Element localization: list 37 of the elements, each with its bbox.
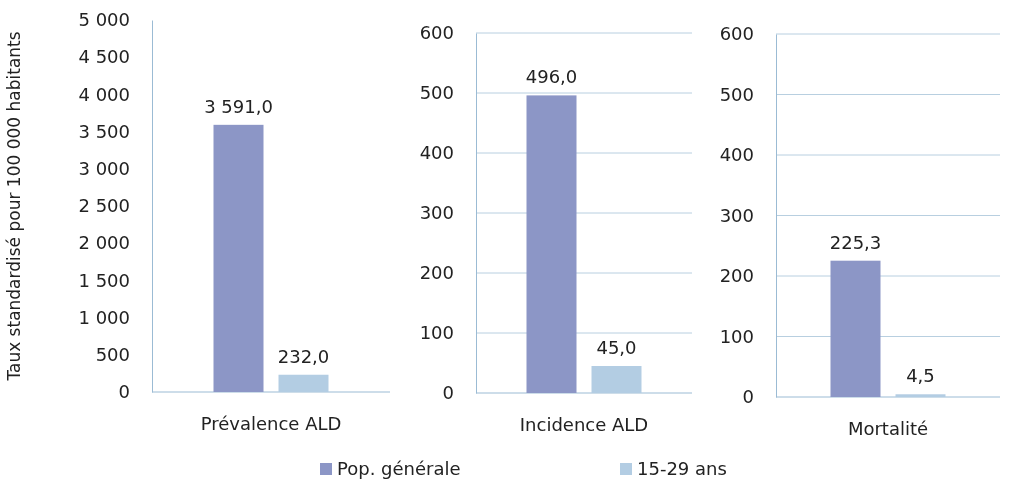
data-label: 496,0 [525, 66, 578, 88]
y-tick-label: 1 500 [78, 269, 130, 291]
y-tick-label: 5 000 [78, 9, 130, 31]
y-tick-label: 500 [95, 344, 130, 366]
y-tick-label: 100 [719, 325, 754, 347]
y-tick-label: 500 [719, 83, 754, 105]
y-tick-label: 2 500 [78, 195, 130, 217]
y-tick-label: 100 [419, 322, 454, 344]
y-tick-label: 0 [742, 386, 754, 408]
y-axis-title: Taux standardisé pour 100 000 habitants [4, 31, 24, 382]
x-tick-label: Prévalence ALD [200, 413, 342, 434]
y-tick-label: 0 [442, 382, 454, 404]
data-label: 232,0 [277, 345, 330, 367]
x-tick-label: Mortalité [847, 418, 929, 439]
y-tick-label: 200 [719, 265, 754, 287]
x-tick-label: Incidence ALD [519, 414, 649, 435]
y-tick-label: 3 500 [78, 120, 130, 142]
y-tick-label: 200 [419, 262, 454, 284]
legend-label: Pop. générale [337, 458, 461, 479]
y-tick-label: 1 000 [78, 306, 130, 328]
y-tick-label: 500 [419, 82, 454, 104]
y-tick-label: 600 [719, 23, 754, 45]
y-tick-label: 300 [419, 202, 454, 224]
data-label: 45,0 [596, 337, 637, 358]
y-tick-label: 0 [118, 381, 130, 403]
data-label: 3 591,0 [204, 95, 273, 117]
data-label: 4,5 [906, 365, 935, 387]
y-tick-label: 4 000 [78, 83, 130, 105]
y-tick-label: 600 [419, 22, 454, 44]
data-label: 225,3 [829, 231, 882, 253]
y-tick-label: 4 500 [78, 46, 130, 68]
y-tick-label: 400 [719, 144, 754, 166]
y-tick-label: 400 [419, 142, 454, 164]
y-tick-label: 2 000 [78, 232, 130, 254]
legend-label: 15-29 ans [637, 458, 727, 479]
y-tick-label: 3 000 [78, 158, 130, 180]
y-tick-label: 300 [719, 204, 754, 226]
